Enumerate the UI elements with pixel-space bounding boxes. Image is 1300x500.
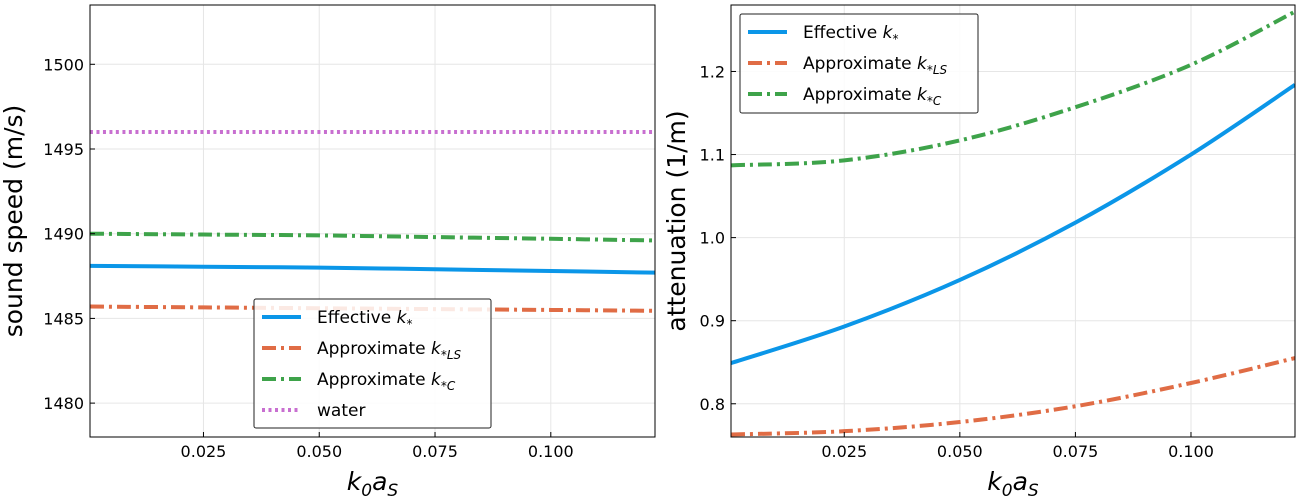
series-line-1 [731, 83, 1295, 365]
x-tick-label: 0.050 [937, 442, 983, 461]
x-tick-label: 0.075 [1053, 442, 1099, 461]
x-tick-label: 0.025 [181, 442, 227, 461]
series-line-2 [731, 356, 1295, 437]
y-tick-label: 0.9 [700, 312, 725, 331]
legend: Effective k* Approximate k*LS Approximate … [739, 13, 979, 114]
legend-label: Approximate k*LS [317, 339, 462, 362]
y-tick-label: 1490 [43, 225, 84, 244]
y-tick-label: 0.8 [700, 395, 725, 414]
y-tick-label: 1.0 [700, 229, 725, 248]
x-tick-label: 0.100 [528, 442, 574, 461]
y-tick-label: 1480 [43, 394, 84, 413]
series-line-1 [90, 263, 655, 275]
y-axis-title: sound speed (m/s) [0, 105, 28, 338]
y-tick-label: 1.1 [700, 146, 725, 165]
chart-panel-1: 0.025 0.050 0.075 0.100 1480 1485 1490 1495 1500… [0, 4, 656, 500]
legend-label: water [317, 401, 365, 421]
legend-box [739, 13, 979, 114]
legend-box [253, 298, 492, 429]
legend-label: Approximate k*C [317, 370, 456, 393]
legend: Effective k* Approximate k*LS Approximate … [253, 298, 492, 429]
series-line-3 [731, 9, 1295, 168]
x-axis-title: k0aS [987, 467, 1039, 500]
x-axis-title: k0aS [347, 467, 399, 500]
legend-label: Effective k* [803, 23, 898, 46]
legend-label: Effective k* [317, 308, 412, 331]
y-tick-label: 1.2 [700, 62, 725, 81]
series-line-3 [90, 231, 655, 243]
x-tick-label: 0.025 [821, 442, 867, 461]
y-tick-label: 1495 [43, 140, 84, 159]
x-tick-label: 0.075 [412, 442, 458, 461]
legend-label: Approximate k*C [803, 85, 942, 108]
y-tick-label: 1500 [43, 55, 84, 74]
chart-panel-2: 0.025 0.050 0.075 0.100 0.8 0.9 1.0 1.1 1.2 k0aS a… [662, 4, 1296, 500]
axes-frame [89, 4, 656, 438]
series-line-2 [90, 304, 655, 313]
y-tick-label: 1485 [43, 309, 84, 328]
y-axis-title: attenuation (1/m) [662, 110, 691, 331]
axes-frame [730, 4, 1296, 438]
x-tick-label: 0.100 [1168, 442, 1214, 461]
x-tick-label: 0.050 [296, 442, 342, 461]
legend-label: Approximate k*LS [803, 54, 948, 77]
